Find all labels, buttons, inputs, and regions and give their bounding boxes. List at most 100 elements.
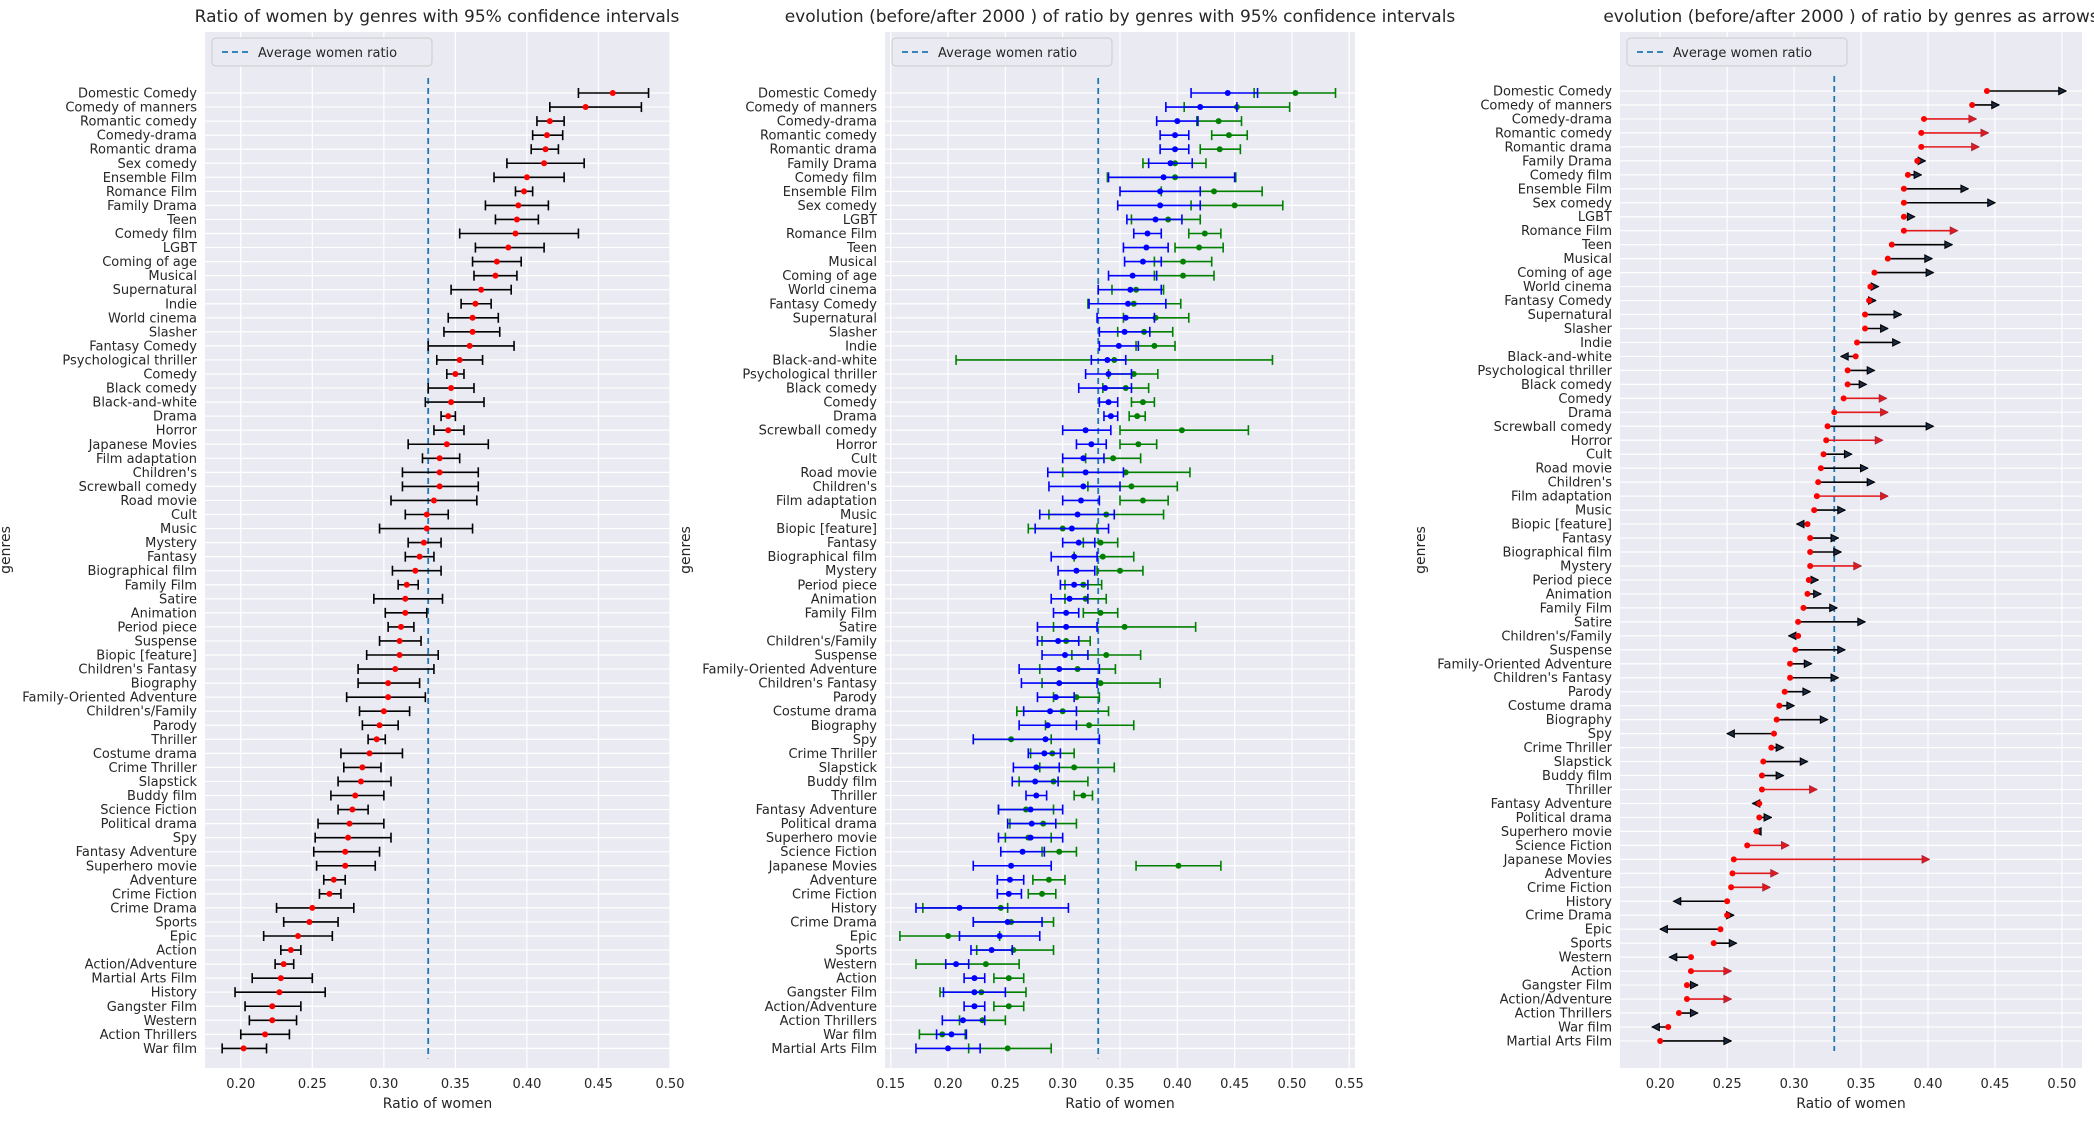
errorbar-after-2	[1196, 116, 1243, 127]
y-tick-label: Comedy of manners	[745, 101, 877, 116]
data-point	[959, 1017, 966, 1024]
errorbar-after-24	[1119, 425, 1250, 436]
before-point	[1773, 716, 1780, 723]
legend-box	[211, 37, 433, 67]
data-point	[1019, 848, 1026, 855]
before-point	[1884, 255, 1891, 262]
data-point	[546, 118, 553, 125]
data-point	[493, 258, 500, 265]
errorbar-before-63	[963, 973, 986, 984]
data-point	[982, 961, 989, 968]
errorbar-before-22	[1098, 397, 1119, 408]
before-point	[1710, 940, 1717, 947]
x-tick-label: 0.30	[1780, 1077, 1809, 1092]
errorbar-before-14	[1097, 284, 1163, 295]
data-point	[396, 637, 403, 644]
data-point	[1032, 778, 1039, 785]
y-tick-label: LGBT	[163, 241, 197, 256]
data-point	[1078, 497, 1085, 504]
y-tick-label: Martial Arts Film	[1506, 1034, 1612, 1049]
data-point	[523, 174, 530, 181]
y-tick-label: Parody	[833, 691, 877, 706]
before-point	[1787, 674, 1794, 681]
errorbar-before-46	[972, 734, 1101, 745]
before-point	[1744, 842, 1751, 849]
errorbar-59	[282, 916, 339, 927]
data-point	[342, 862, 349, 869]
x-tick-label: 0.20	[934, 1077, 963, 1092]
errorbar-before-67	[935, 1029, 968, 1040]
data-point	[1224, 90, 1231, 96]
errorbar-64	[234, 987, 326, 998]
y-tick-label: Biographical film	[88, 564, 197, 579]
data-point	[420, 539, 427, 546]
y-tick-label: Japanese Movies	[768, 859, 878, 874]
errorbar-before-53	[997, 832, 1064, 843]
data-point	[971, 989, 978, 996]
before-point	[1804, 521, 1811, 528]
errorbar-before-4	[1159, 144, 1190, 155]
errorbar-33	[404, 551, 435, 562]
data-point	[436, 483, 443, 490]
y-tick-label: Fantasy Adventure	[756, 803, 877, 818]
arrow-53	[1754, 828, 1760, 834]
errorbar-2	[536, 116, 565, 127]
errorbar-26	[421, 453, 461, 464]
errorbar-after-10	[1187, 228, 1222, 239]
data-point	[469, 328, 476, 335]
arrow-66	[1675, 1010, 1698, 1016]
data-point	[402, 609, 409, 616]
before-point	[1795, 632, 1802, 639]
y-tick-label: War film	[143, 1042, 197, 1057]
legend: Average women ratio	[1626, 37, 1848, 67]
y-tick-label: Comedy	[143, 368, 197, 383]
y-tick-label: Western	[144, 1014, 197, 1029]
y-tick-label: Epic	[1585, 923, 1612, 938]
y-tick-label: Action/Adventure	[765, 1000, 877, 1015]
y-tick-label: Fantasy Comedy	[1504, 294, 1612, 309]
errorbar-before-48	[1012, 762, 1061, 773]
y-tick-label: Comedy-drama	[777, 115, 877, 130]
data-point	[402, 595, 409, 602]
arrow-41	[1787, 661, 1811, 667]
arrow-6	[1904, 172, 1921, 178]
data-point	[1086, 722, 1093, 729]
before-point	[1657, 1037, 1664, 1044]
data-point	[1180, 258, 1187, 265]
legend: Average women ratio	[211, 37, 433, 67]
arrow-7	[1900, 186, 1968, 192]
errorbar-9	[494, 214, 540, 225]
y-tick-label: Parody	[1568, 685, 1612, 700]
errorbar-after-4	[1199, 144, 1242, 155]
errorbar-4	[530, 144, 560, 155]
data-point	[380, 708, 387, 715]
errorbar-before-15	[1088, 298, 1167, 309]
errorbar-before-13	[1107, 270, 1158, 281]
y-tick-label: History	[151, 986, 198, 1001]
data-point	[1105, 399, 1112, 406]
arrow-10	[1900, 228, 1958, 234]
errorbar-50	[330, 790, 385, 801]
data-point	[445, 427, 452, 434]
arrow-8	[1900, 200, 1995, 206]
data-point	[373, 736, 380, 743]
y-tick-label: Animation	[811, 592, 877, 607]
errorbar-before-58	[915, 902, 1070, 913]
y-tick-label: History	[831, 901, 878, 916]
data-point	[1172, 132, 1179, 139]
y-tick-label: Family Film	[805, 606, 877, 621]
y-tick-label: Japanese Movies	[88, 438, 198, 453]
arrow-60	[1660, 926, 1724, 932]
y-tick-label: Family-Oriented Adventure	[22, 691, 197, 706]
errorbar-after-55	[1135, 860, 1222, 871]
errorbar-before-11	[1122, 242, 1169, 253]
y-tick-label: Comedy of manners	[65, 101, 197, 116]
y-tick-label: Science Fiction	[1515, 839, 1612, 854]
data-point	[392, 666, 399, 673]
y-tick-label: Romantic comedy	[1495, 126, 1612, 141]
data-point	[1231, 202, 1238, 209]
y-tick-label: Psychological thriller	[1477, 364, 1612, 379]
data-point	[1160, 174, 1167, 181]
before-point	[1800, 604, 1807, 611]
